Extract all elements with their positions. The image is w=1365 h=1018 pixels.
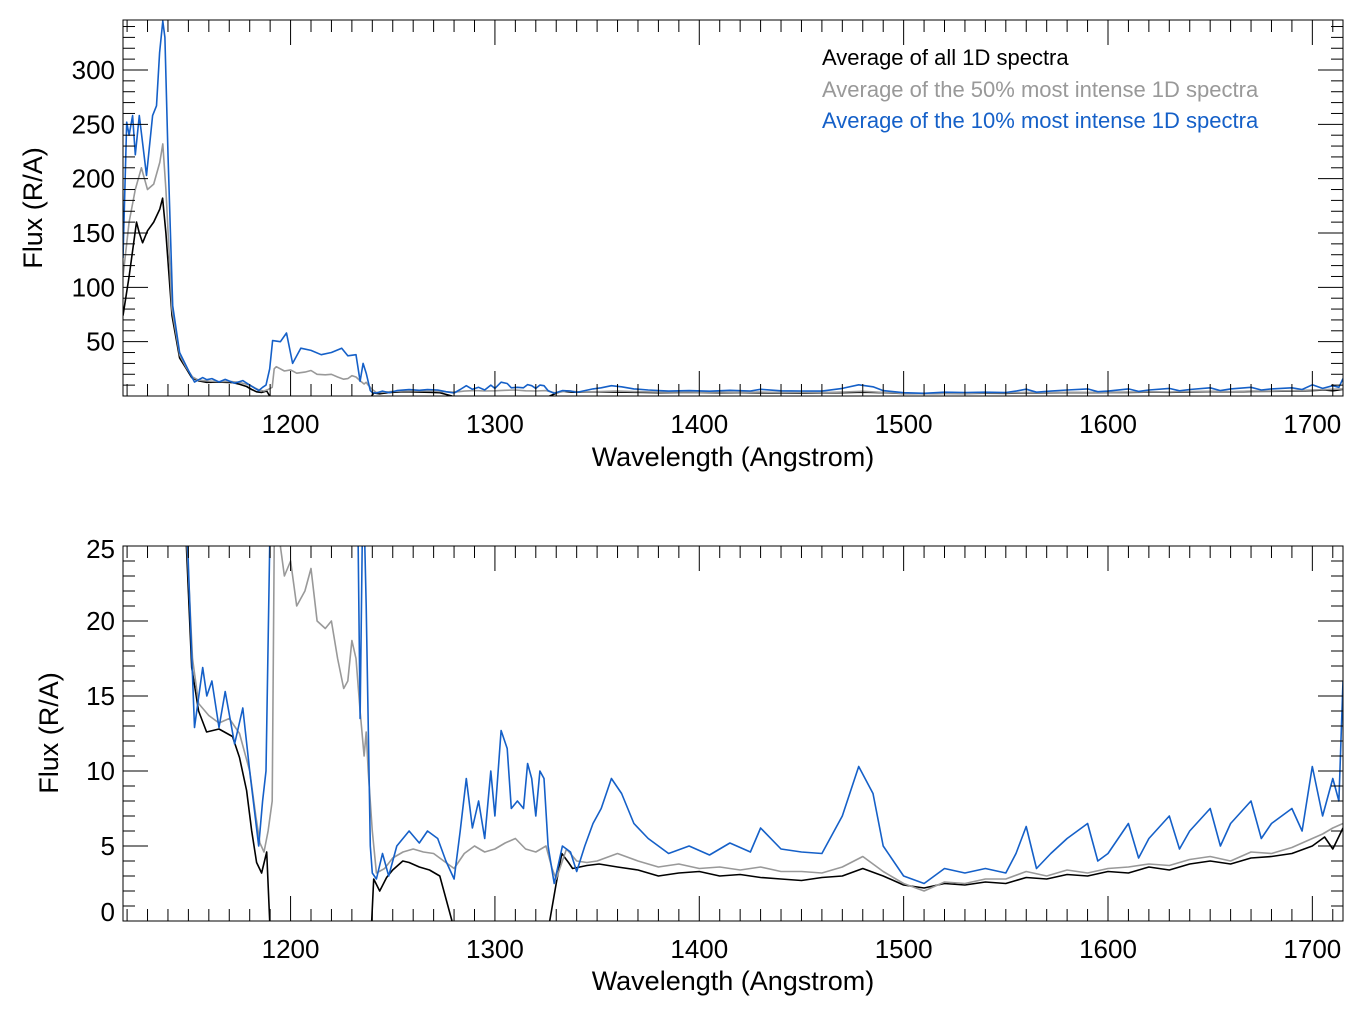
x-tick-label: 1300 [466,409,524,439]
series-line-all [123,197,1343,396]
y-tick-label: 50 [86,327,115,357]
series-line-top50pct [123,143,1343,395]
y-tick-label: 0 [101,897,115,927]
series-line-top50pct [186,546,1343,892]
plot-frame [122,19,1344,397]
x-tick-label: 1700 [1283,934,1341,964]
top-y-axis-label: Flux (R/A) [18,147,48,269]
x-tick-label: 1600 [1079,409,1137,439]
bottom-panel: Flux (R/A) Wavelength (Angstrom) 1200 130… [34,534,1344,996]
legend-entry-10pct: Average of the 10% most intense 1D spect… [822,108,1259,133]
x-tick-label: 1300 [466,934,524,964]
x-tick-label: 1700 [1283,409,1341,439]
series-group [185,546,1343,921]
x-tick-label: 1500 [875,934,933,964]
series-line-top10pct [123,20,1343,395]
y-tick-label: 10 [86,756,115,786]
y-tick-label: 20 [86,606,115,636]
x-tick-label: 1200 [262,409,320,439]
legend-entry-all: Average of all 1D spectra [822,45,1069,70]
y-tick-label: 300 [72,55,115,85]
x-tick-label: 1200 [262,934,320,964]
y-tick-label: 250 [72,109,115,139]
series-group [123,20,1343,396]
bottom-y-axis-label: Flux (R/A) [34,672,64,794]
y-tick-label: 25 [86,534,115,564]
x-tick-label: 1600 [1079,934,1137,964]
x-tick-label: 1400 [670,934,728,964]
top-x-axis-label: Wavelength (Angstrom) [592,442,875,472]
series-line-top10pct [186,546,1343,885]
top-panel: Flux (R/A) Wavelength (Angstrom) Average… [18,19,1344,472]
bottom-x-axis-label: Wavelength (Angstrom) [592,966,875,996]
legend-entry-50pct: Average of the 50% most intense 1D spect… [822,77,1259,102]
y-tick-label: 200 [72,164,115,194]
legend: Average of all 1D spectra Average of the… [822,45,1259,133]
y-tick-label: 5 [101,831,115,861]
x-tick-label: 1500 [875,409,933,439]
x-tick-label: 1400 [670,409,728,439]
y-tick-label: 150 [72,218,115,248]
y-tick-label: 15 [86,681,115,711]
plot-frame [122,545,1344,922]
y-tick-label: 100 [72,272,115,302]
